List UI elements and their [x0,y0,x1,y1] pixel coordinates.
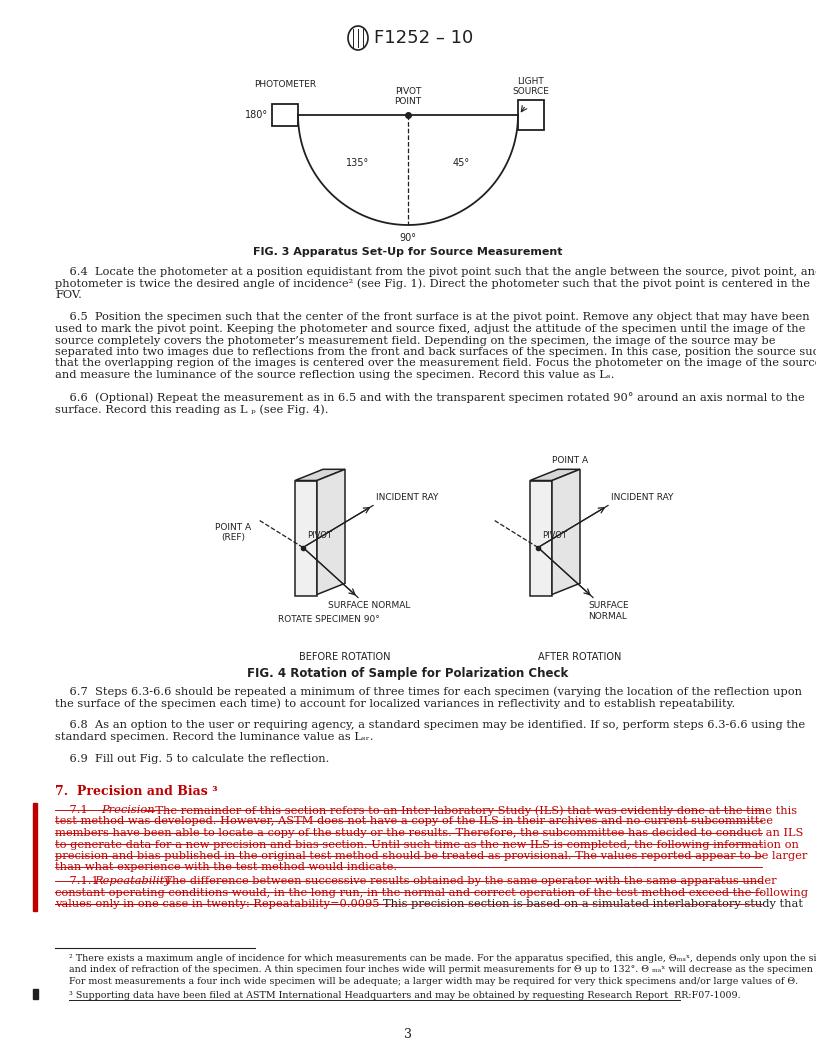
Text: to generate data for a new precision and bias section. Until such time as the ne: to generate data for a new precision and… [55,840,799,849]
Polygon shape [530,469,580,480]
Text: 6.5  Position the specimen such that the center of the front surface is at the p: 6.5 Position the specimen such that the … [55,313,809,322]
Text: separated into two images due to reflections from the front and back surfaces of: separated into two images due to reflect… [55,347,816,357]
Text: BEFORE ROTATION: BEFORE ROTATION [299,653,391,662]
Text: —The difference between successive results obtained by the same operator with th: —The difference between successive resul… [153,876,777,886]
Text: POINT A: POINT A [552,456,588,466]
Text: ROTATE SPECIMEN 90°: ROTATE SPECIMEN 90° [278,615,379,623]
Text: Repeatability: Repeatability [94,876,171,886]
Text: constant operating conditions would, in the long run, in the normal and correct : constant operating conditions would, in … [55,887,808,898]
Text: photometer is twice the desired angle of incidence² (see Fig. 1). Direct the pho: photometer is twice the desired angle of… [55,279,810,289]
Text: the surface of the specimen each time) to account for localized variances in ref: the surface of the specimen each time) t… [55,698,735,709]
Text: SURFACE NORMAL: SURFACE NORMAL [328,602,410,610]
Text: SURFACE
NORMAL: SURFACE NORMAL [588,602,628,621]
Text: 45°: 45° [452,157,469,168]
Text: 3: 3 [404,1027,412,1040]
Polygon shape [317,469,345,595]
Bar [33,988,38,999]
Text: PIVOT: PIVOT [542,531,567,541]
Text: AFTER ROTATION: AFTER ROTATION [539,653,622,662]
Text: 6.6  (Optional) Repeat the measurement as in 6.5 and with the transparent specim: 6.6 (Optional) Repeat the measurement as… [55,393,805,403]
Text: precision and bias published in the original test method should be treated as pr: precision and bias published in the orig… [55,851,807,861]
Text: 6.7  Steps 6.3-6.6 should be repeated a minimum of three times for each specimen: 6.7 Steps 6.3-6.6 should be repeated a m… [55,686,802,697]
Text: —The remainder of this section refers to an Inter-laboratory Study (ILS) that wa: —The remainder of this section refers to… [144,805,797,815]
Text: FIG. 4 Rotation of Sample for Polarization Check: FIG. 4 Rotation of Sample for Polarizati… [247,666,569,679]
Text: FOV.: FOV. [55,290,82,300]
Text: than what experience with the test method would indicate.: than what experience with the test metho… [55,863,397,872]
Bar [518,100,544,130]
Text: 135°: 135° [346,157,369,168]
Text: test method was developed. However, ASTM does not have a copy of the ILS in thei: test method was developed. However, ASTM… [55,816,773,827]
Text: 7.  Precision and Bias ³: 7. Precision and Bias ³ [55,785,218,798]
Text: standard specimen. Record the luminance value as Lₛᵣ.: standard specimen. Record the luminance … [55,732,374,742]
Text: This precision section is based on a simulated interlaboratory study that: This precision section is based on a sim… [383,899,803,909]
Polygon shape [552,469,580,595]
Bar [530,480,552,596]
Text: 7.1: 7.1 [55,805,95,815]
Text: PHOTOMETER: PHOTOMETER [254,80,316,89]
Text: For most measurements a four inch wide specimen will be adequate; a larger width: For most measurements a four inch wide s… [69,977,798,986]
Text: INCIDENT RAY: INCIDENT RAY [611,492,673,502]
Text: 6.4  Locate the photometer at a position equidistant from the pivot point such t: 6.4 Locate the photometer at a position … [55,267,816,277]
Text: source completely covers the photometer’s measurement field. Depending on the sp: source completely covers the photometer’… [55,336,775,345]
Bar [272,103,298,126]
Text: INCIDENT RAY: INCIDENT RAY [376,492,438,502]
Text: POINT A
(REF): POINT A (REF) [215,523,251,542]
Bar [295,480,317,596]
Text: LIGHT
SOURCE: LIGHT SOURCE [512,77,549,96]
Bar [33,803,37,911]
Text: 180°: 180° [245,110,268,120]
Text: and measure the luminance of the source reflection using the specimen. Record th: and measure the luminance of the source … [55,370,614,380]
Text: 90°: 90° [400,233,416,243]
Text: 6.8  As an option to the user or requiring agency, a standard specimen may be id: 6.8 As an option to the user or requirin… [55,720,805,731]
Text: used to mark the pivot point. Keeping the photometer and source fixed, adjust th: used to mark the pivot point. Keeping th… [55,324,805,334]
Text: FIG. 3 Apparatus Set-Up for Source Measurement: FIG. 3 Apparatus Set-Up for Source Measu… [253,247,563,257]
Polygon shape [295,469,345,480]
Text: values only in one case in twenty: Repeatability=0.0095—: values only in one case in twenty: Repea… [55,899,391,909]
Text: PIVOT
POINT: PIVOT POINT [394,87,422,107]
Text: 7.1.1: 7.1.1 [55,876,99,886]
Text: ² There exists a maximum angle of incidence for which measurements can be made. : ² There exists a maximum angle of incide… [69,954,816,963]
Text: Precision: Precision [101,805,154,815]
Text: and index of refraction of the specimen. A thin specimen four inches wide will p: and index of refraction of the specimen.… [69,965,816,975]
Text: members have been able to locate a copy of the study or the results. Therefore, : members have been able to locate a copy … [55,828,804,838]
Text: that the overlapping region of the images is centered over the measurement field: that the overlapping region of the image… [55,358,816,369]
Text: surface. Record this reading as L ₚ (see Fig. 4).: surface. Record this reading as L ₚ (see… [55,404,329,415]
Text: 6.9  Fill out Fig. 5 to calculate the reflection.: 6.9 Fill out Fig. 5 to calculate the ref… [55,754,330,765]
Text: PIVOT: PIVOT [307,531,332,541]
Text: ³ Supporting data have been filed at ASTM International Headquarters and may be : ³ Supporting data have been filed at AST… [69,991,741,999]
Text: F1252 – 10: F1252 – 10 [374,29,473,48]
